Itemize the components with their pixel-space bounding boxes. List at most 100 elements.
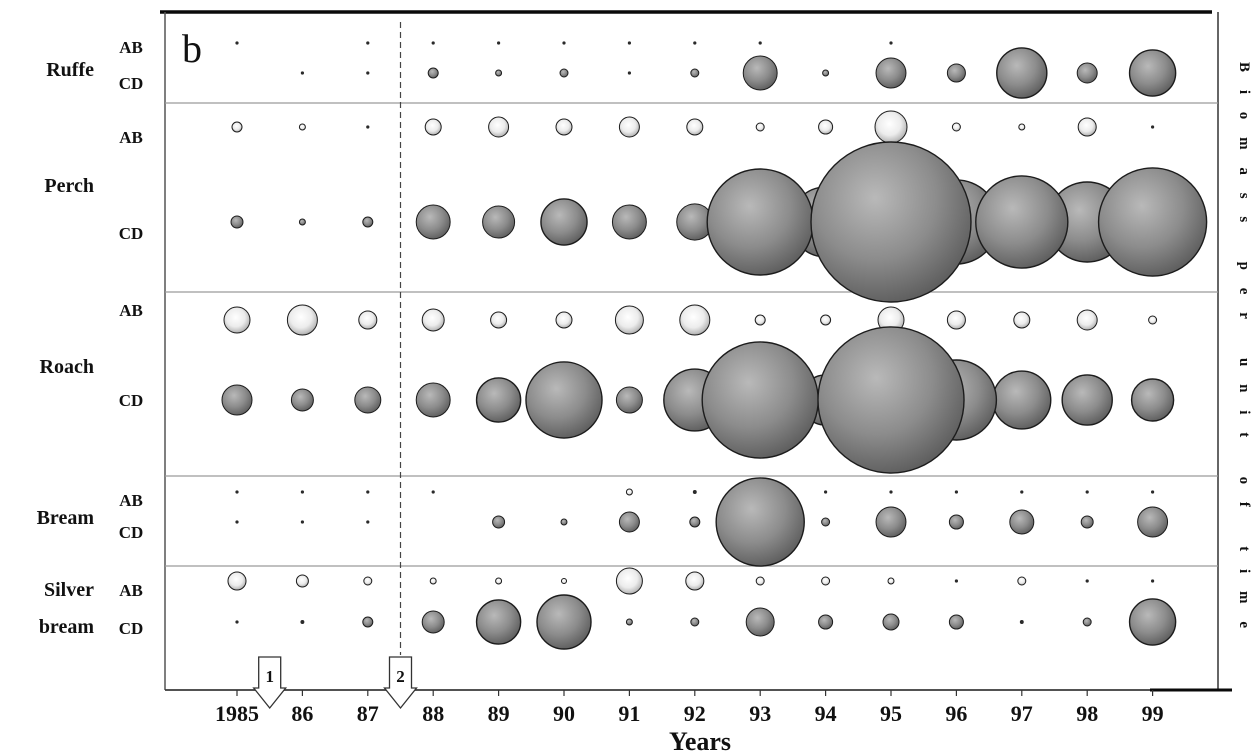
group-label-roach-ab: AB [119,301,143,320]
bubble-silver-bream-ab-1996 [954,579,959,583]
panel-label: b [182,26,202,71]
x-axis: 1985 86 87 88 89 90 91 92 93 94 95 96 97 98 99 [215,690,1164,726]
size-axis-title: Biomass per unit of time [1236,62,1252,628]
bubble-silver-bream-ab-1988 [429,577,437,585]
event-arrow-2: 2 [383,656,418,710]
bubble-perch-ab-1995 [874,110,908,144]
group-label-perch-cd: CD [119,224,144,243]
bubble-perch-ab-1989 [488,116,510,138]
bubble-roach-ab-1988 [421,308,445,332]
bubble-perch-ab-1988 [424,118,442,136]
arrow-number-1: 1 [265,667,274,686]
bubble-perch-cd-1991 [611,204,647,240]
bubble-perch-cd-1993 [706,168,814,276]
bubble-perch-ab-1996 [951,122,961,132]
bubble-bream-cd-1999 [1137,506,1169,538]
bubble-silver-bream-cd-1985 [235,620,239,624]
bubble-roach-ab-1996 [946,310,966,330]
bubble-ruffe-ab-1993 [758,41,762,45]
x-axis-title: Years [669,727,731,755]
bubble-ruffe-cd-1991 [627,71,632,75]
bubble-bream-cd-1985 [235,520,239,524]
bubble-roach-cd-1985 [221,384,253,416]
bubble-ruffe-ab-1985 [235,41,239,45]
bubble-perch-cd-1990 [540,198,588,246]
bubble-perch-cd-1987 [362,216,374,228]
bubble-silver-bream-ab-1993 [755,576,765,586]
bubble-bream-cd-1995 [875,506,907,538]
bubble-perch-cd-1986 [298,218,306,226]
bubble-ruffe-ab-1989 [497,41,501,45]
bubble-silver-bream-ab-1989 [495,577,503,585]
bubble-silver-bream-cd-1997 [1019,620,1024,624]
bubble-perch-cd-1999 [1097,167,1208,277]
bubble-silver-bream-ab-1987 [363,576,373,586]
plot-frame [160,10,1232,692]
bubble-bream-ab-1991 [625,488,633,496]
bubble-ruffe-cd-1998 [1076,62,1098,84]
bubble-silver-bream-cd-1995 [882,613,900,631]
bubble-roach-cd-1990 [525,361,603,439]
x-tick-label-97: 97 [1011,701,1033,726]
bubble-roach-ab-1994 [820,314,832,326]
bubble-ruffe-cd-1987 [366,71,370,75]
bubble-ruffe-cd-1996 [946,63,966,83]
bubble-roach-cd-1989 [475,377,522,423]
species-dividers [165,102,1218,567]
species-label-bream: Bream [36,507,94,529]
bubble-ruffe-cd-1990 [559,68,569,78]
group-label-perch-ab: AB [119,128,143,147]
bubble-roach-cd-1987 [354,386,382,414]
bubble-bream-ab-1998 [1085,490,1089,494]
x-tick-label-96: 96 [945,701,967,726]
x-tick-label-92: 92 [684,701,706,726]
x-tick-label-98: 98 [1076,701,1098,726]
bubble-silver-bream-ab-1985 [227,571,247,591]
bubble-ruffe-cd-1992 [690,68,700,78]
group-labels: AB CD AB CD AB CD AB CD AB CD [119,38,144,638]
bubble-bream-ab-1994 [824,490,828,494]
bubble-roach-ab-1987 [358,310,378,330]
bubble-bream-ab-1986 [300,490,304,494]
x-tick-label-93: 93 [749,701,771,726]
bubble-bream-cd-1996 [948,514,964,530]
bubble-ruffe-cd-1986 [300,71,304,75]
group-label-bream-ab: AB [119,491,143,510]
arrow-number-2: 2 [396,667,405,686]
bubble-bream-cd-1994 [821,517,831,527]
bubble-ruffe-ab-1995 [889,41,893,45]
bubble-silver-bream-cd-1999 [1128,598,1177,646]
species-label-ruffe: Ruffe [46,59,94,81]
bubble-perch-ab-1987 [366,125,370,129]
bubble-ruffe-cd-1997 [996,47,1048,99]
x-tick-label-88: 88 [422,701,444,726]
bubble-ruffe-cd-1995 [875,57,907,89]
bubble-bream-ab-1992 [692,490,697,494]
bubble-ruffe-cd-1993 [742,55,778,91]
bubble-perch-ab-1990 [555,118,573,136]
bubble-roach-cd-1988 [415,382,451,418]
bubble-roach-cd-1997 [992,370,1052,430]
bubble-bream-cd-1997 [1009,509,1035,535]
bubble-roach-cd-1999 [1130,378,1175,422]
bubble-perch-cd-1989 [482,205,516,239]
bubble-perch-ab-1998 [1077,117,1097,137]
bubble-bream-cd-1993 [715,477,805,567]
bubble-perch-ab-1992 [686,118,704,136]
bubble-perch-ab-1994 [818,119,834,135]
bubble-roach-ab-1992 [679,304,711,336]
x-tick-label-99: 99 [1142,701,1164,726]
bubble-silver-bream-ab-1998 [1085,579,1089,583]
bubble-silver-bream-cd-1998 [1082,617,1092,627]
species-label-perch: Perch [44,175,94,197]
bubble-silver-bream-ab-1992 [685,571,705,591]
bubble-silver-bream-cd-1996 [948,614,964,630]
bubble-silver-bream-ab-1991 [615,567,643,595]
bubble-roach-ab-1991 [614,305,644,335]
bubble-roach-cd-1986 [290,388,314,412]
bubble-bream-cd-1989 [492,515,506,529]
bubble-ruffe-ab-1988 [431,41,435,45]
bubble-bream-ab-1987 [366,490,370,494]
